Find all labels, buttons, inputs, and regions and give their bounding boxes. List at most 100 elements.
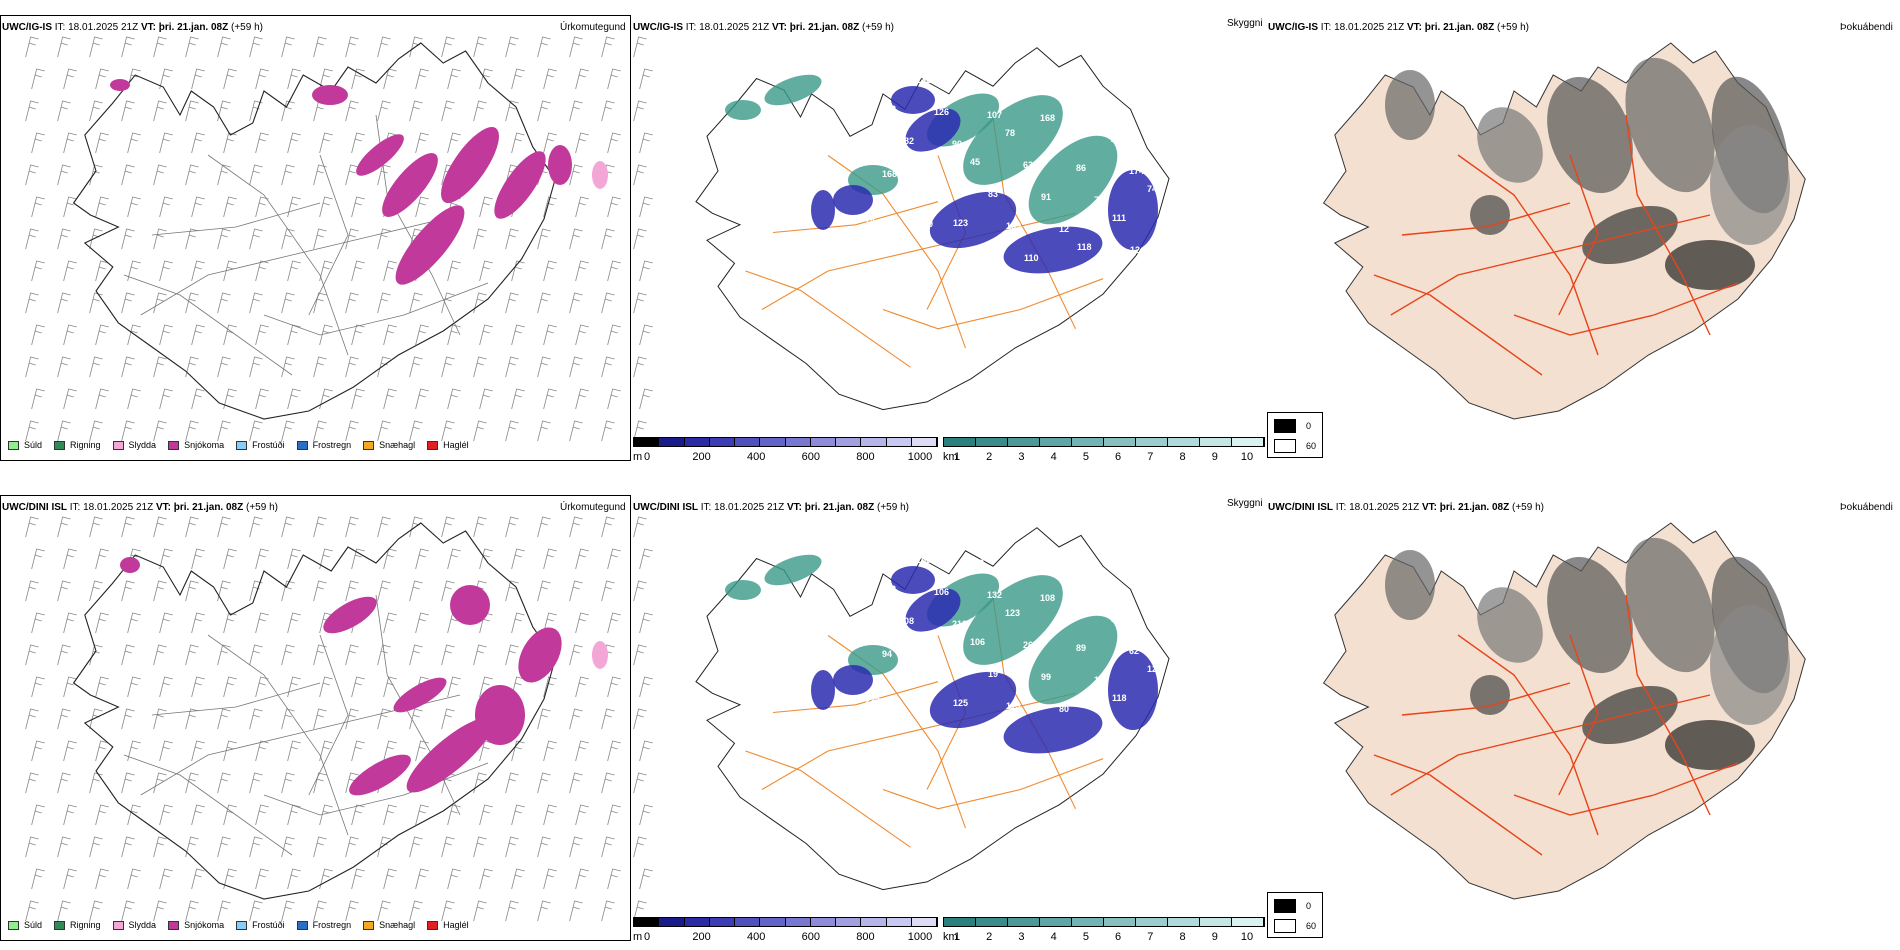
fog-legend-label: 0	[1306, 421, 1312, 431]
precip-legend-item: Slydda	[112, 440, 156, 450]
wind-barb	[159, 740, 173, 762]
wind-barb	[639, 132, 653, 154]
wind-barb	[569, 356, 583, 378]
cloud-map: 665 132 96 174 128 173 122 126 107 168 80 154 282 90 7…	[695, 47, 1170, 411]
colorbar-segment	[659, 918, 685, 926]
cloud-base-label: 143	[1093, 582, 1108, 592]
wind-barb	[217, 100, 231, 122]
cloud-base-label: 118	[1094, 675, 1109, 685]
wind-barb	[281, 164, 295, 186]
colorbar-strip	[633, 437, 938, 447]
iceland-outline	[72, 522, 556, 900]
legend-swatch	[168, 440, 180, 450]
wind-barb	[25, 164, 39, 186]
wind-barb	[409, 420, 423, 442]
snow-area	[382, 153, 438, 217]
wind-barb	[505, 644, 519, 666]
wind-barb	[505, 900, 519, 922]
wind-barb	[415, 612, 429, 634]
fog-intensity-area	[1625, 57, 1715, 193]
snow-area	[323, 596, 377, 634]
colorbar-tick-label: 800	[856, 931, 875, 943]
cloud-base-label: 106	[934, 587, 949, 597]
wind-barb	[569, 836, 583, 858]
wind-barb	[159, 324, 173, 346]
wind-barb	[127, 676, 141, 698]
wind-barb	[415, 68, 429, 90]
wind-barb	[249, 36, 263, 58]
wind-barb	[319, 548, 333, 570]
cloud-base-label: 237	[1111, 134, 1126, 144]
wind-barb	[185, 228, 199, 250]
iceland-outline	[72, 42, 556, 420]
wind-barb	[121, 836, 135, 858]
wind-barb	[607, 676, 621, 698]
wind-barb	[127, 388, 141, 410]
wind-barb	[479, 388, 493, 410]
wind-barb	[409, 100, 423, 122]
legend-swatch	[427, 440, 439, 450]
wind-barb	[415, 324, 429, 346]
wind-barb	[281, 708, 295, 730]
wind-barb	[153, 228, 167, 250]
wind-barb	[537, 772, 551, 794]
legend-label: Súld	[24, 440, 43, 450]
legend-label: Slydda	[128, 920, 157, 930]
cloud-base-label: 95	[864, 617, 874, 627]
legend-swatch	[168, 920, 180, 930]
wind-barb	[377, 420, 391, 442]
wind-barb	[313, 580, 327, 602]
colorbar-segment	[810, 438, 836, 446]
colorbar-tick-label: 6	[1115, 451, 1122, 463]
wind-barb	[281, 900, 295, 922]
legend-swatch	[8, 440, 19, 450]
wind-barb	[153, 900, 167, 922]
road-line	[882, 278, 1104, 330]
colorbar-segment	[1200, 918, 1232, 926]
wind-barb	[569, 420, 583, 442]
colorbar-segment	[1072, 918, 1104, 926]
wind-barb	[473, 100, 487, 122]
wind-barb	[511, 868, 525, 890]
fog-intensity-area	[1470, 675, 1510, 715]
low-visibility-area	[963, 95, 1063, 185]
road-line	[375, 594, 461, 816]
low-cloud-base-area	[1003, 226, 1103, 274]
precip-legend-item: Súld	[8, 920, 42, 930]
wind-barb	[345, 228, 359, 250]
colorbar-tick-label: 200	[692, 451, 711, 463]
fog-legend-item: 0	[1274, 899, 1311, 913]
wind-barb	[89, 228, 103, 250]
wind-barb	[505, 580, 519, 602]
wind-barb	[25, 36, 39, 58]
wind-barb	[191, 388, 205, 410]
wind-barb	[415, 388, 429, 410]
wind-barb	[63, 740, 77, 762]
wind-barb	[95, 132, 109, 154]
wind-barb	[569, 708, 583, 730]
wind-barb	[633, 292, 647, 314]
road-line	[1390, 214, 1711, 316]
wind-barb	[217, 36, 231, 58]
wind-barb	[153, 164, 167, 186]
wind-barb	[31, 612, 45, 634]
wind-barb	[121, 100, 135, 122]
wind-barb	[217, 900, 231, 922]
road-line	[772, 681, 939, 714]
wind-barb	[319, 740, 333, 762]
row-ig-is: UWC/IG-IS IT: 18.01.2025 21Z VT: þri. 21…	[0, 0, 1900, 470]
wind-barb	[473, 292, 487, 314]
cloud-base-label: 132	[987, 590, 1002, 600]
wind-barb	[441, 580, 455, 602]
precip-legend: Súld Rigning Slydda Snjókoma Frostúði Frostre…	[8, 440, 481, 450]
wind-barb	[287, 868, 301, 890]
wind-barb	[505, 100, 519, 122]
colorbar-tick-label: 4	[1050, 451, 1057, 463]
wind-barb	[537, 356, 551, 378]
wind-barb	[255, 612, 269, 634]
wind-barb	[185, 36, 199, 58]
wind-barb	[281, 772, 295, 794]
road-line	[123, 274, 293, 376]
sleet-area	[592, 641, 608, 669]
wind-barb	[153, 516, 167, 538]
